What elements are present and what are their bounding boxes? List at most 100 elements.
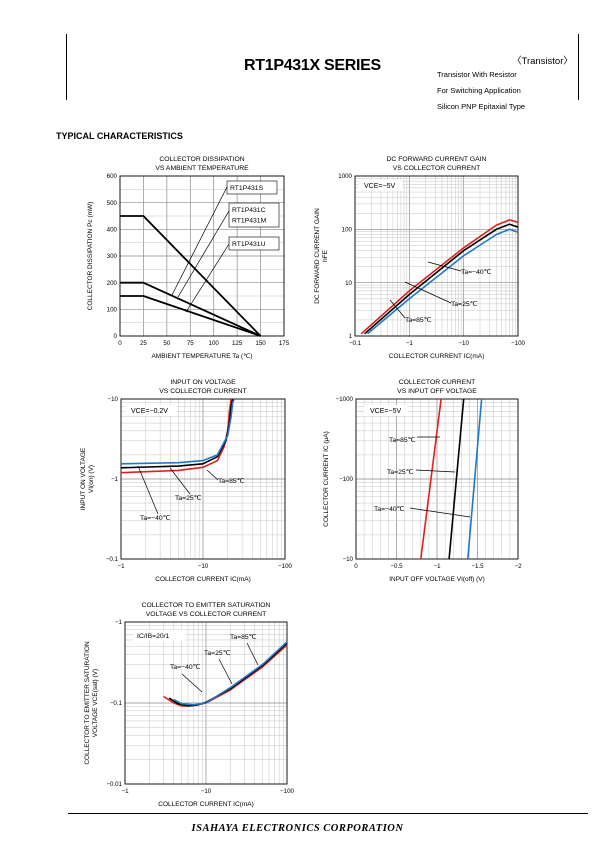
x-tick-label: 100	[209, 340, 220, 347]
footer-rule	[68, 813, 588, 814]
x-axis-label: INPUT OFF VOLTAGE VI(off) (V)	[389, 576, 485, 583]
series-line	[120, 215, 262, 337]
series-annotation: Ta=−40℃	[374, 506, 405, 513]
series-annotation: RT1P431U	[232, 241, 266, 248]
y-tick-label: −10	[343, 556, 354, 563]
series-line	[120, 398, 234, 469]
annotation-leader	[409, 507, 471, 518]
condition-label: VCE=−5V	[364, 183, 395, 190]
annotation-leader	[169, 467, 191, 495]
series-annotation: Ta=85℃	[405, 317, 432, 324]
y-tick-label: 10	[345, 280, 352, 287]
y-axis-label: VI(on) (V)	[88, 465, 95, 493]
condition-label: IC/IB=20/1	[137, 633, 170, 640]
annotation-leader	[137, 465, 159, 515]
series-annotation: Ta=85℃	[218, 478, 245, 485]
x-tick-label: 125	[232, 340, 243, 347]
series-line	[120, 281, 261, 337]
header-frame-right	[578, 34, 579, 100]
y-tick-label: −100	[339, 476, 353, 483]
y-tick-label: −0.01	[106, 781, 122, 788]
series-line	[366, 228, 519, 335]
company-name: ISAHAYA ELECTRONICS CORPORATION	[191, 823, 404, 834]
plot-frame	[124, 621, 288, 785]
chart-title: VS AMBIENT TEMPERATURE	[155, 165, 249, 172]
series-annotation: RT1P431C	[232, 207, 266, 214]
series-line	[364, 223, 519, 335]
y-tick-label: 100	[107, 307, 118, 314]
annotation-leader	[206, 469, 219, 481]
plot-frame	[354, 175, 519, 337]
series-annotation: Ta=85℃	[389, 437, 416, 444]
x-tick-label: −10	[198, 563, 209, 570]
x-tick-label: −1	[433, 563, 441, 570]
description-line: Transistor With Resistor	[437, 70, 517, 79]
y-tick-label: −0.1	[106, 556, 119, 563]
series-line	[467, 398, 483, 560]
x-tick-label: −1	[406, 340, 414, 347]
x-tick-label: 50	[163, 340, 170, 347]
annotation-leader	[415, 469, 456, 473]
y-tick-label: −0.1	[110, 700, 123, 707]
chart-title: INPUT ON VOLTAGE	[170, 379, 236, 386]
chart-title: COLLECTOR CURRENT	[399, 379, 476, 386]
series-line	[448, 398, 465, 560]
x-tick-label: 0	[118, 340, 122, 347]
y-axis-label: VOLTAGE VCE(sat) (V)	[92, 669, 99, 737]
description-line: For Switching Application	[437, 86, 521, 95]
x-tick-label: −0.5	[390, 563, 403, 570]
series-annotation: Ta=25℃	[175, 495, 202, 502]
x-tick-label: −1	[121, 788, 129, 795]
series-annotation: Ta=85℃	[230, 634, 257, 641]
x-tick-label: 150	[255, 340, 266, 347]
y-tick-label: 1000	[338, 173, 352, 180]
y-tick-label: −1	[115, 619, 123, 626]
x-tick-label: −1	[117, 563, 125, 570]
series-annotation: RT1P431M	[232, 218, 267, 225]
y-tick-label: 500	[107, 200, 118, 207]
series-annotation: Ta=−40℃	[140, 515, 171, 522]
x-tick-label: −2	[514, 563, 522, 570]
series-annotation: Ta=−40℃	[170, 664, 201, 671]
chart-title: VS COLLECTOR CURRENT	[393, 165, 481, 172]
x-tick-label: −10	[201, 788, 212, 795]
category-label: 〈Transistor〉	[512, 56, 573, 67]
y-tick-label: 0	[114, 333, 118, 340]
condition-label: VCE=−5V	[370, 408, 401, 415]
y-axis-label: hFE	[322, 249, 329, 262]
chart-title: COLLECTOR DISSIPATION	[159, 156, 244, 163]
annotation-leader	[218, 658, 233, 685]
chart-title: VS COLLECTOR CURRENT	[159, 388, 247, 395]
series-line	[120, 398, 232, 474]
y-axis-label: DC FORWARD CURRENT GAIN	[314, 208, 321, 304]
series-annotation-box	[228, 236, 280, 251]
x-axis-label: COLLECTOR CURRENT IC(mA)	[155, 576, 250, 583]
annotation-leader	[185, 243, 230, 313]
y-tick-label: 1	[349, 333, 353, 340]
series-annotation: Ta=25℃	[387, 469, 414, 476]
y-tick-label: −10	[108, 396, 119, 403]
y-axis-label: INPUT ON VOLTAGE	[80, 447, 87, 510]
x-axis-label: COLLECTOR CURRENT IC(mA)	[158, 801, 253, 808]
x-tick-label: −100	[511, 340, 525, 347]
annotation-leader	[177, 210, 230, 298]
annotation-leader	[404, 281, 452, 304]
x-axis-label: COLLECTOR CURRENT IC(mA)	[389, 353, 484, 360]
annotation-leader	[246, 642, 259, 666]
description-line: Silicon PNP Epitaxial Type	[437, 102, 526, 111]
x-tick-label: 0	[354, 563, 358, 570]
x-tick-label: 175	[279, 340, 290, 347]
series-line	[173, 641, 288, 706]
y-tick-label: 300	[107, 253, 118, 260]
series-line	[120, 398, 235, 465]
page-title: RT1P431X SERIES	[244, 57, 381, 74]
y-tick-label: −1000	[336, 396, 354, 403]
y-tick-label: −1	[111, 476, 119, 483]
series-annotation-box	[228, 202, 280, 228]
series-annotation: RT1P431S	[230, 185, 264, 192]
condition-box	[358, 180, 402, 191]
condition-label: VCE=−0.2V	[131, 408, 168, 415]
x-axis-label: AMBIENT TEMPERATURE Ta (℃)	[151, 353, 252, 360]
annotation-leader	[389, 299, 406, 319]
